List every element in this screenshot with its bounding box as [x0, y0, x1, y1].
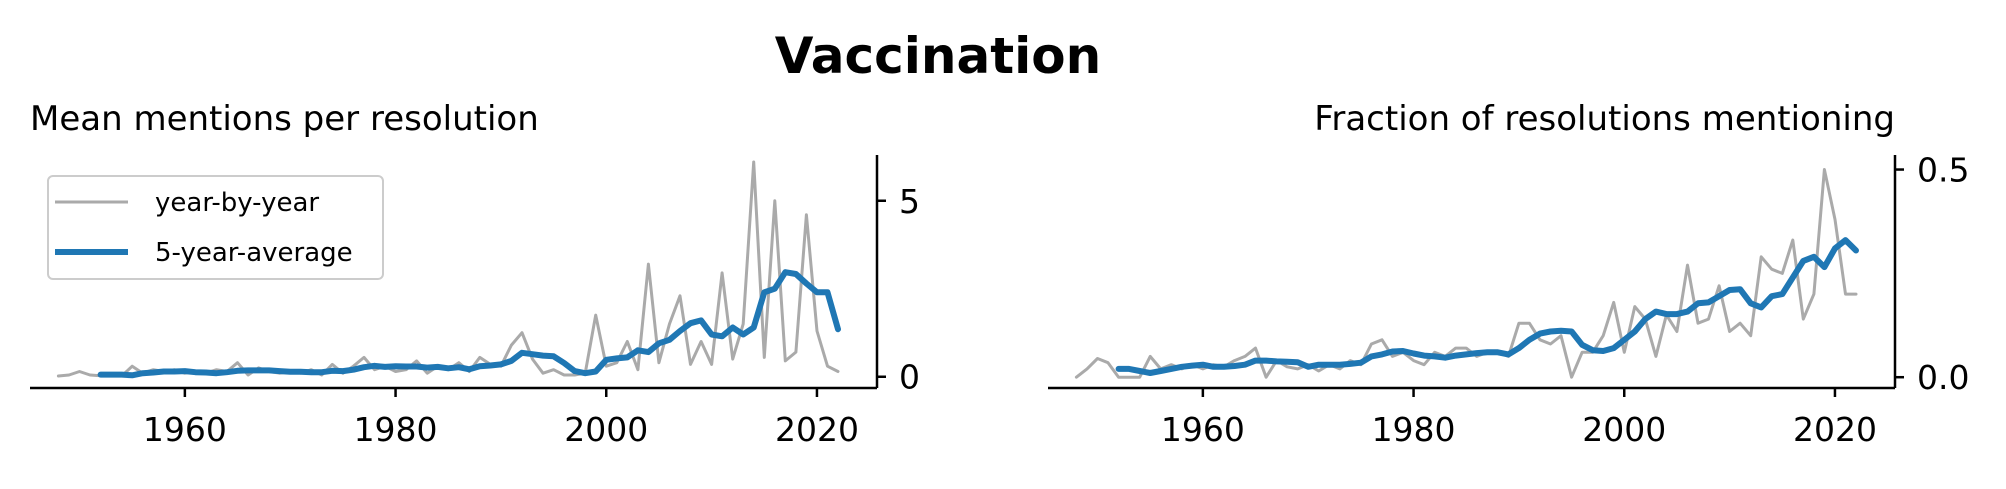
- legend-label-5-year-average: 5-year-average: [155, 238, 353, 268]
- legend-label-year-by-year: year-by-year: [155, 188, 319, 218]
- left-line-5-year-average: [97, 269, 841, 379]
- left-y-tick-label: 0: [899, 358, 920, 397]
- legend[interactable]: year-by-year 5-year-average: [47, 175, 384, 280]
- left-x-tick-label: 2020: [775, 410, 859, 449]
- right-series-5-year-average: [1115, 237, 1859, 376]
- chart-title: Vaccination: [775, 27, 1101, 85]
- right-y-tick-label: 0.5: [1917, 151, 1969, 190]
- left-panel-mean-mentions: Mean mentions per resolution 1960 1980 200…: [30, 99, 920, 449]
- right-x-tick-label: 2000: [1582, 410, 1666, 449]
- right-panel-subtitle: Fraction of resolutions mentioning: [1314, 99, 1895, 139]
- left-axes: 1960 1980 2000 2020 0 5: [30, 155, 920, 449]
- right-panel-fraction-mentioning: Fraction of resolutions mentioning 1960 1…: [1048, 99, 1969, 449]
- legend-frame: [47, 175, 384, 280]
- left-x-tick-label: 2000: [564, 410, 648, 449]
- right-series-year-by-year: [1074, 168, 1858, 379]
- right-x-tick-label: 1960: [1161, 410, 1245, 449]
- right-y-tick-label: 0.0: [1917, 358, 1969, 397]
- left-x-tick-label: 1980: [354, 410, 438, 449]
- right-x-tick-label: 1980: [1372, 410, 1456, 449]
- right-axes: 1960 1980 2000 2020 0.0 0.5: [1048, 151, 1969, 449]
- left-series-5-year-average: [97, 269, 841, 379]
- left-y-tick-label: 5: [899, 182, 920, 221]
- right-line-5-year-average: [1115, 237, 1859, 376]
- left-panel-subtitle: Mean mentions per resolution: [30, 99, 539, 139]
- right-line-year-by-year: [1074, 168, 1858, 379]
- right-x-tick-label: 2020: [1793, 410, 1877, 449]
- left-x-tick-label: 1960: [143, 410, 227, 449]
